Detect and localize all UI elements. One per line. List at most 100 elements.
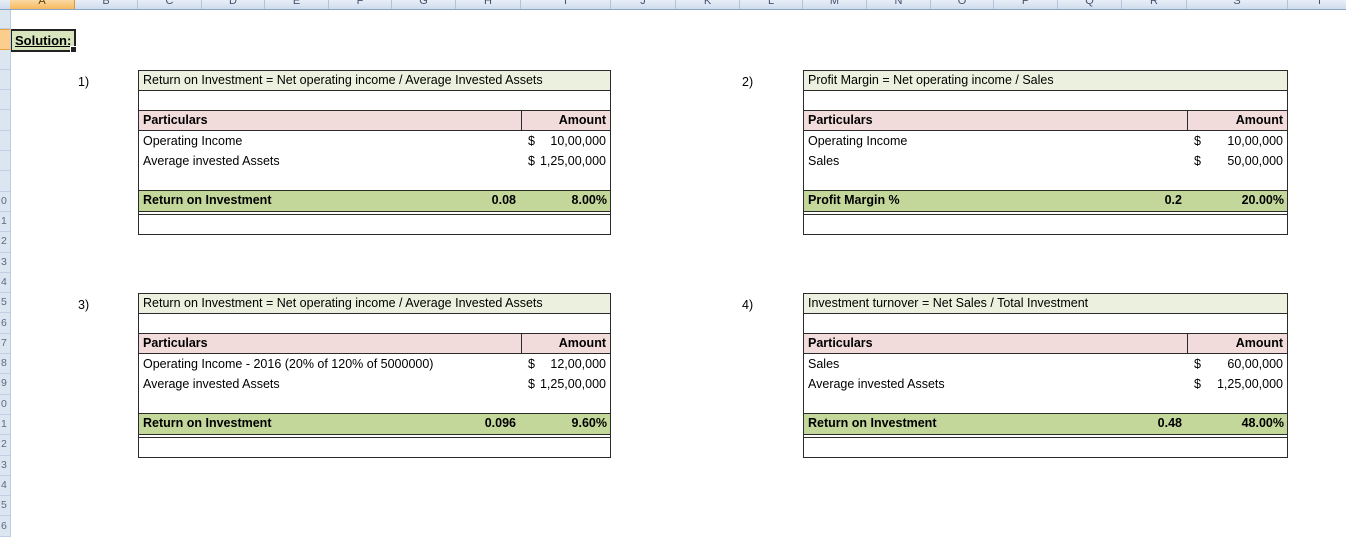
row-header-19[interactable]: 9: [0, 374, 10, 395]
table-title-cell[interactable]: Profit Margin = Net operating income / S…: [804, 71, 1287, 91]
amount-cell[interactable]: $ 12,00,000: [521, 354, 610, 374]
particulars-cell[interactable]: Operating Income - 2016 (20% of 120% of …: [143, 357, 434, 371]
column-header-e[interactable]: E: [265, 0, 329, 9]
bottom-empty-row[interactable]: [139, 438, 610, 457]
particulars-cell[interactable]: Operating Income: [143, 134, 243, 148]
result-ratio[interactable]: 0.096: [484, 416, 516, 430]
column-header-d[interactable]: D: [202, 0, 265, 9]
blank-row[interactable]: [139, 171, 610, 191]
row-header-24[interactable]: 4: [0, 476, 10, 497]
row-header-21[interactable]: 1: [0, 415, 10, 436]
column-header-s[interactable]: S: [1187, 0, 1288, 9]
blank-row[interactable]: [139, 394, 610, 414]
row-header-17[interactable]: 7: [0, 334, 10, 355]
bottom-empty-row[interactable]: [804, 438, 1287, 457]
row-header-10[interactable]: 0: [0, 192, 10, 212]
column-header-j[interactable]: J: [611, 0, 676, 9]
table-title-cell[interactable]: Return on Investment = Net operating inc…: [139, 294, 610, 314]
spacer-row[interactable]: [139, 91, 610, 111]
amount-header-cell[interactable]: Amount: [521, 334, 610, 353]
row-header-25[interactable]: 5: [0, 496, 10, 517]
column-header-m[interactable]: M: [803, 0, 867, 9]
row-header-26[interactable]: 6: [0, 517, 10, 537]
result-ratio[interactable]: 0.48: [1157, 416, 1182, 430]
amount-cell[interactable]: $ 1,25,00,000: [521, 151, 610, 171]
row-header-18[interactable]: 8: [0, 354, 10, 375]
result-label[interactable]: Return on Investment: [808, 416, 937, 430]
amount-header-cell[interactable]: Amount: [1187, 334, 1287, 353]
column-header-l[interactable]: L: [740, 0, 803, 9]
particulars-header-cell[interactable]: Particulars: [808, 113, 873, 127]
result-ratio[interactable]: 0.2: [1164, 193, 1182, 207]
column-header-p[interactable]: P: [994, 0, 1058, 9]
row-header-16[interactable]: 6: [0, 314, 10, 334]
particulars-cell[interactable]: Average invested Assets: [143, 377, 280, 391]
row-header-12[interactable]: 2: [0, 232, 10, 253]
table-title-cell[interactable]: Return on Investment = Net operating inc…: [139, 71, 610, 91]
result-percent[interactable]: 8.00%: [571, 193, 607, 207]
column-header-t[interactable]: T: [1288, 0, 1346, 9]
result-percent[interactable]: 20.00%: [1241, 193, 1284, 207]
amount-header-cell[interactable]: Amount: [521, 111, 610, 130]
bottom-empty-row[interactable]: [139, 215, 610, 234]
row-header-7[interactable]: [0, 131, 10, 152]
row-header-15[interactable]: 5: [0, 293, 10, 314]
particulars-header-cell[interactable]: Particulars: [808, 336, 873, 350]
row-header-23[interactable]: 3: [0, 456, 10, 476]
spacer-row[interactable]: [139, 314, 610, 334]
particulars-header-cell[interactable]: Particulars: [143, 336, 208, 350]
row-header-8[interactable]: [0, 151, 10, 172]
row-header-20[interactable]: 0: [0, 395, 10, 415]
amount-cell[interactable]: $ 1,25,00,000: [1187, 374, 1287, 394]
row-header-1[interactable]: [0, 9, 10, 30]
table-2-number-label[interactable]: 2): [742, 75, 754, 89]
bottom-empty-row[interactable]: [804, 215, 1287, 234]
blank-row[interactable]: [804, 394, 1287, 414]
table-3-number-label[interactable]: 3): [78, 298, 90, 312]
particulars-cell[interactable]: Sales: [808, 154, 840, 168]
row-header-11[interactable]: 1: [0, 212, 10, 233]
row-header-22[interactable]: 2: [0, 435, 10, 456]
column-header-f[interactable]: F: [329, 0, 392, 9]
spacer-row[interactable]: [804, 314, 1287, 334]
column-header-n[interactable]: N: [867, 0, 931, 9]
row-header-9[interactable]: [0, 171, 10, 192]
row-header-3[interactable]: [0, 50, 10, 70]
column-header-g[interactable]: G: [392, 0, 456, 9]
column-header-h[interactable]: H: [456, 0, 521, 9]
amount-header-cell[interactable]: Amount: [1187, 111, 1287, 130]
row-header-2[interactable]: [0, 29, 10, 50]
column-header-b[interactable]: B: [75, 0, 138, 9]
particulars-cell[interactable]: Sales: [808, 357, 840, 371]
fill-handle[interactable]: [70, 46, 77, 53]
particulars-header-cell[interactable]: Particulars: [143, 113, 208, 127]
column-header-r[interactable]: R: [1122, 0, 1187, 9]
table-4-number-label[interactable]: 4): [742, 298, 754, 312]
column-header-q[interactable]: Q: [1058, 0, 1122, 9]
amount-cell[interactable]: $ 1,25,00,000: [521, 374, 610, 394]
amount-cell[interactable]: $ 10,00,000: [521, 131, 610, 151]
result-percent[interactable]: 9.60%: [571, 416, 607, 430]
amount-cell[interactable]: $ 60,00,000: [1187, 354, 1287, 374]
result-label[interactable]: Profit Margin %: [808, 193, 900, 207]
table-1-number-label[interactable]: 1): [78, 75, 90, 89]
column-header-a[interactable]: A: [10, 0, 75, 9]
row-header-4[interactable]: [0, 70, 10, 91]
particulars-cell[interactable]: Average invested Assets: [808, 377, 945, 391]
particulars-cell[interactable]: Average invested Assets: [143, 154, 280, 168]
row-header-14[interactable]: 4: [0, 273, 10, 294]
column-header-i[interactable]: I: [521, 0, 611, 9]
solution-cell[interactable]: Solution:: [10, 29, 77, 53]
result-label[interactable]: Return on Investment: [143, 416, 272, 430]
table-title-cell[interactable]: Investment turnover = Net Sales / Total …: [804, 294, 1287, 314]
row-header-5[interactable]: [0, 90, 10, 111]
column-header-k[interactable]: K: [676, 0, 740, 9]
column-header-c[interactable]: C: [138, 0, 202, 9]
amount-cell[interactable]: $ 50,00,000: [1187, 151, 1287, 171]
result-label[interactable]: Return on Investment: [143, 193, 272, 207]
column-header-o[interactable]: O: [931, 0, 994, 9]
particulars-cell[interactable]: Operating Income: [808, 134, 908, 148]
spacer-row[interactable]: [804, 91, 1287, 111]
row-header-6[interactable]: [0, 111, 10, 131]
result-percent[interactable]: 48.00%: [1241, 416, 1284, 430]
